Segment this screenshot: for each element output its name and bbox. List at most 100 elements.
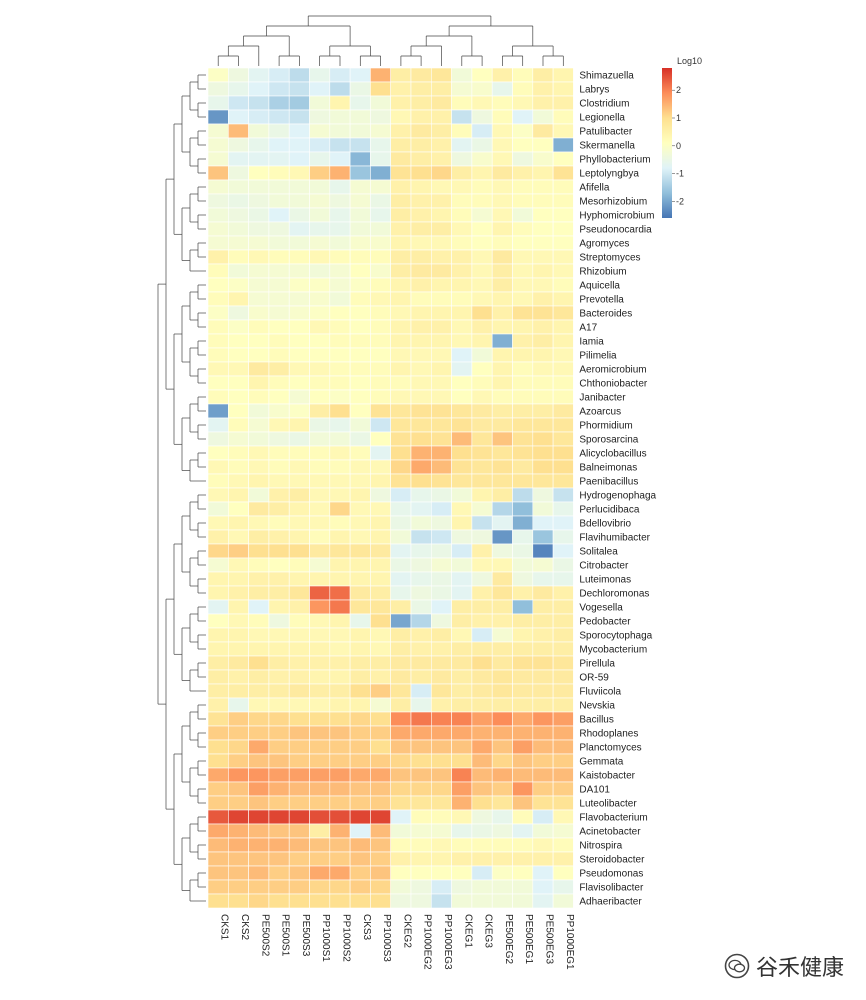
heatmap-cell [491,865,513,881]
heatmap-cell [268,375,290,391]
heatmap-cell [309,319,331,335]
heatmap-cell [349,683,371,699]
heatmap-cell [329,627,351,643]
column-label: PE500S2 [259,914,270,957]
heatmap-cell [471,851,493,867]
heatmap-cell [532,683,554,699]
heatmap-cell [288,865,310,881]
heatmap-cell [349,445,371,461]
heatmap-cell [228,655,249,671]
heatmap-cell [430,193,452,209]
heatmap-cell [491,445,513,461]
heatmap-cell [309,389,331,405]
column-label: PP1000S1 [320,914,331,962]
heatmap-cell [228,277,249,293]
row-label: Adhaeribacter [579,897,642,908]
heatmap-cell [471,207,493,223]
heatmap-cell [268,291,290,307]
heatmap-cell [288,515,310,531]
heatmap-cell [207,669,229,685]
heatmap-cell [512,893,534,909]
heatmap-cell [288,851,310,867]
row-label: Bdellovibrio [579,519,631,530]
heatmap-cell [471,235,493,251]
heatmap-cell [370,851,391,867]
heatmap-cell [248,361,270,377]
heatmap-cell [309,459,331,475]
heatmap-cell [370,207,391,223]
heatmap-cell [370,67,391,83]
heatmap-cell [451,375,473,391]
heatmap-cell [451,655,473,671]
heatmap-cell [390,795,412,811]
heatmap-cell [390,767,412,783]
heatmap-cell [268,781,290,797]
heatmap-cell [512,683,534,699]
legend-tick-label: -1 [676,169,684,179]
heatmap-cell [471,725,493,741]
heatmap-cell [390,459,412,475]
heatmap-cell [430,879,452,895]
column-label: PE500S3 [300,914,311,957]
heatmap-cell [410,291,432,307]
heatmap-cell [248,529,270,545]
heatmap-cell [329,179,351,195]
heatmap-cell [451,151,473,167]
heatmap-cell [390,865,412,881]
heatmap-cell [370,725,391,741]
heatmap-cell [390,613,412,629]
row-label: Acinetobacter [579,827,641,838]
heatmap-cell [552,375,574,391]
heatmap-cell [512,165,534,181]
heatmap-cell [451,627,473,643]
heatmap-cell [390,529,412,545]
heatmap-cell [532,697,554,713]
heatmap-cell [512,263,534,279]
heatmap-cell [512,795,534,811]
heatmap-cell [207,585,229,601]
heatmap-cell [430,109,452,125]
row-label: Planctomyces [579,743,641,754]
heatmap-cell [512,417,534,433]
heatmap-cell [268,809,290,825]
heatmap-cell [532,893,554,909]
legend-tick-label: 0 [676,141,681,151]
heatmap-cell [288,277,310,293]
heatmap-cell [471,767,493,783]
heatmap-cell [207,151,229,167]
heatmap-cell [390,137,412,153]
heatmap-cell [248,543,270,559]
heatmap-cell [410,193,432,209]
heatmap-cell [207,711,229,727]
heatmap-cell [552,305,574,321]
heatmap-cell [532,823,554,839]
heatmap-cell [552,319,574,335]
heatmap-cell [430,515,452,531]
heatmap-cell [532,81,554,97]
heatmap-cell [228,361,249,377]
heatmap-cell [349,655,371,671]
heatmap-cell [512,179,534,195]
heatmap-cell [349,95,371,111]
heatmap-cell [390,95,412,111]
heatmap-cell [430,809,452,825]
heatmap-cell [207,403,229,419]
heatmap-cell [370,179,391,195]
heatmap-cell [268,249,290,265]
heatmap-cell [410,123,432,139]
heatmap-cell [309,515,331,531]
heatmap-cell [532,669,554,685]
heatmap-cell [248,445,270,461]
heatmap-cell [491,221,513,237]
heatmap-cell [207,795,229,811]
row-label: Sporocytophaga [579,631,652,642]
heatmap-cell [532,571,554,587]
heatmap-cell [410,389,432,405]
heatmap-cell [471,599,493,615]
heatmap-cell [349,543,371,559]
heatmap-cell [207,837,229,853]
heatmap-cell [390,837,412,853]
heatmap-cell [288,543,310,559]
heatmap-cell [370,221,391,237]
heatmap-cell [451,193,473,209]
